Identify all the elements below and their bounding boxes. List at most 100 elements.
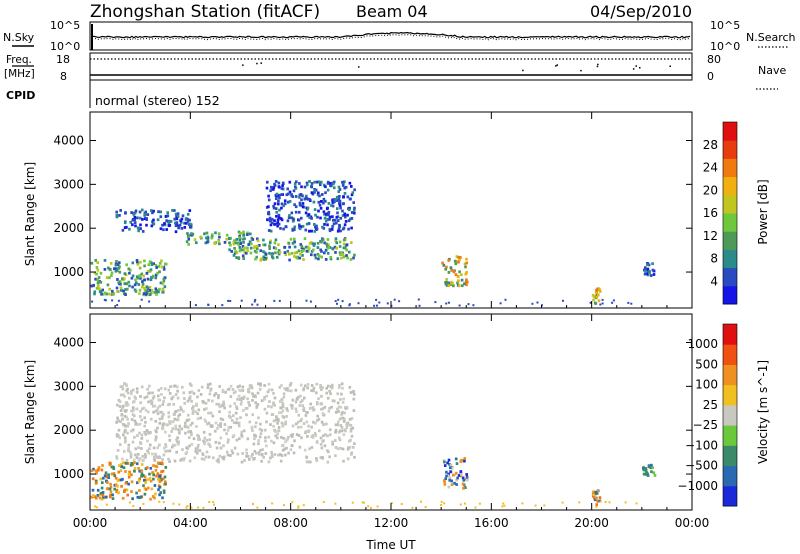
velocity-echo-cell (107, 473, 110, 477)
velocity-echo-cell (94, 469, 98, 473)
velocity-echo-cell (147, 410, 150, 414)
velocity-colorbar-tick: −500 (685, 459, 718, 473)
velocity-echo-cell (302, 504, 305, 507)
power-echo-cell (111, 293, 115, 296)
power-echo-cell (268, 241, 272, 245)
power-echo-cell (161, 288, 165, 292)
power-echo-cell (133, 221, 137, 224)
power-echo-cell (123, 272, 127, 276)
power-echo-cell (141, 285, 144, 289)
power-echo-cell (452, 284, 455, 288)
velocity-echo-cell (195, 402, 198, 406)
velocity-echo-cell (129, 453, 133, 456)
velocity-echo-cell (121, 417, 124, 421)
velocity-echo-cell (104, 471, 108, 475)
power-echo-cell (228, 248, 231, 252)
power-echo-cell (341, 253, 345, 256)
velocity-echo-cell (175, 438, 178, 442)
velocity-echo-cell (207, 411, 210, 415)
nave-dot (522, 69, 524, 72)
power-echo-cell (337, 185, 341, 189)
power-echo-cell (145, 292, 148, 296)
power-colorbar-tick: 4 (710, 274, 718, 288)
velocity-echo-cell (258, 435, 262, 439)
velocity-echo-cell (138, 457, 142, 460)
velocity-echo-cell (160, 417, 164, 420)
velocity-echo-cell (290, 435, 294, 438)
velocity-echo-cell (143, 478, 146, 482)
velocity-echo-cell (322, 413, 326, 417)
power-echo-cell (288, 200, 292, 203)
power-echo-cell (107, 266, 110, 270)
power-echo-cell (270, 217, 274, 221)
velocity-echo-cell (350, 427, 353, 431)
velocity-echo-cell (217, 460, 221, 464)
velocity-echo-cell (202, 430, 206, 434)
velocity-echo-cell (324, 433, 327, 436)
velocity-echo-cell (195, 425, 198, 428)
velocity-echo-cell (279, 453, 282, 456)
power-echo-cell (313, 230, 317, 233)
nave-dot (596, 65, 599, 68)
velocity-echo-cell (109, 493, 112, 497)
velocity-echo-cell (266, 390, 270, 394)
power-echo-cell (129, 220, 132, 224)
power-echo-cell (245, 251, 248, 255)
power-echo-cell (190, 232, 193, 235)
velocity-echo-cell (136, 434, 139, 437)
velocity-echo-cell (202, 458, 206, 461)
power-echo-cell (266, 218, 269, 222)
velocity-echo-cell (236, 452, 240, 456)
velocity-echo-cell (254, 421, 258, 425)
power-echo-cell (97, 280, 101, 284)
velocity-echo-cell (130, 462, 134, 465)
velocity-echo-cell (131, 406, 135, 410)
velocity-echo-cell (228, 410, 231, 414)
power-echo-cell (157, 265, 161, 268)
power-echo-cell (138, 266, 142, 270)
velocity-echo-cell (283, 447, 286, 451)
velocity-echo-cell (139, 395, 142, 398)
velocity-echo-cell (185, 419, 189, 422)
velocity-echo-cell (116, 416, 119, 420)
velocity-echo-cell (334, 446, 338, 449)
power-echo-cell (329, 257, 333, 261)
velocity-echo-cell (344, 429, 347, 433)
power-echo-cell (280, 202, 284, 206)
velocity-echo-cell (281, 409, 285, 413)
power-echo-cell (326, 238, 330, 241)
power-echo-cell (205, 231, 209, 235)
power-echo-cell (268, 244, 271, 248)
velocity-echo-cell (280, 411, 283, 414)
velocity-echo-cell (301, 404, 305, 408)
power-echo-cell (274, 247, 278, 250)
velocity-echo-cell (445, 474, 448, 478)
velocity-echo-cell (206, 383, 210, 387)
velocity-echo-cell (189, 430, 192, 434)
power-echo-cell (324, 212, 328, 216)
velocity-echo-cell (124, 470, 127, 473)
power-echo-cell (288, 258, 291, 262)
velocity-echo-cell (127, 472, 131, 476)
power-echo-cell (146, 277, 150, 281)
power-echo-cell (115, 260, 118, 263)
velocity-echo-cell (303, 396, 306, 400)
velocity-echo-cell (283, 504, 285, 507)
power-echo-cell (458, 258, 461, 262)
velocity-echo-cell (327, 384, 330, 388)
velocity-echo-cell (461, 482, 465, 486)
power-echo-cell (94, 259, 97, 262)
velocity-echo-cell (309, 402, 312, 406)
power-echo-cell (185, 240, 189, 244)
velocity-echo-cell (344, 405, 348, 409)
velocity-echo-cell (125, 383, 128, 387)
velocity-echo-cell (154, 436, 158, 440)
power-echo-cell (105, 292, 108, 296)
power-echo-cell (291, 228, 294, 232)
power-echo-cell (308, 242, 312, 245)
power-echo-cell (131, 274, 135, 278)
power-echo-cell (283, 202, 287, 206)
power-echo-cell (129, 268, 132, 272)
power-echo-cell (318, 203, 322, 207)
velocity-echo-cell (97, 466, 101, 469)
